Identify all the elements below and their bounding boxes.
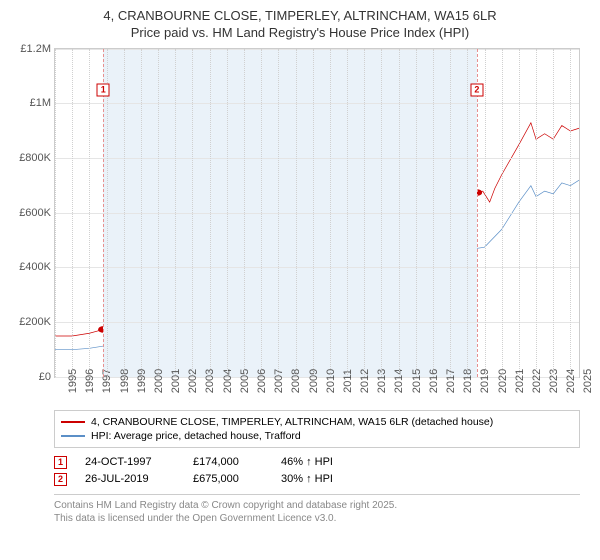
chart-title: 4, CRANBOURNE CLOSE, TIMPERLEY, ALTRINCH…	[12, 8, 588, 42]
y-axis-label: £200K	[19, 316, 51, 328]
gridline-v	[278, 49, 279, 377]
title-line2: Price paid vs. HM Land Registry's House …	[12, 25, 588, 42]
sale-hpi: 30% ↑ HPI	[281, 473, 333, 485]
gridline-v	[364, 49, 365, 377]
gridline-v	[433, 49, 434, 377]
gridline-v	[313, 49, 314, 377]
sale-marker-box: 2	[470, 83, 483, 96]
gridline-v	[296, 49, 297, 377]
gridline-v	[227, 49, 228, 377]
sale-hpi: 46% ↑ HPI	[281, 456, 333, 468]
gridline-v	[467, 49, 468, 377]
sale-marker-box: 1	[97, 83, 110, 96]
gridline-h	[55, 267, 579, 268]
gridline-v	[210, 49, 211, 377]
gridline-h	[55, 49, 579, 50]
legend-text: HPI: Average price, detached house, Traf…	[91, 430, 301, 442]
sale-number-box: 1	[54, 456, 67, 469]
gridline-v	[347, 49, 348, 377]
gridline-v	[158, 49, 159, 377]
gridline-v	[485, 49, 486, 377]
y-axis-label: £0	[39, 371, 51, 383]
sale-price: £174,000	[193, 456, 263, 468]
sale-row: 1 24-OCT-1997 £174,000 46% ↑ HPI	[54, 454, 580, 471]
gridline-v	[261, 49, 262, 377]
legend: 4, CRANBOURNE CLOSE, TIMPERLEY, ALTRINCH…	[54, 410, 580, 448]
legend-row: HPI: Average price, detached house, Traf…	[61, 429, 573, 443]
gridline-v	[72, 49, 73, 377]
gridline-v	[416, 49, 417, 377]
gridline-h	[55, 158, 579, 159]
gridline-v	[570, 49, 571, 377]
gridline-v	[502, 49, 503, 377]
sales-table: 1 24-OCT-1997 £174,000 46% ↑ HPI 2 26-JUL-201…	[54, 454, 580, 488]
gridline-v	[399, 49, 400, 377]
gridline-v	[192, 49, 193, 377]
gridline-v	[141, 49, 142, 377]
sale-price: £675,000	[193, 473, 263, 485]
gridline-v	[519, 49, 520, 377]
legend-row: 4, CRANBOURNE CLOSE, TIMPERLEY, ALTRINCH…	[61, 415, 573, 429]
gridline-v	[124, 49, 125, 377]
sale-date: 26-JUL-2019	[85, 473, 175, 485]
x-axis-label: 2025	[570, 369, 594, 393]
sale-date: 24-OCT-1997	[85, 456, 175, 468]
plot-area: £0£200K£400K£600K£800K£1M£1.2M1995199619…	[54, 48, 580, 378]
gridline-v	[89, 49, 90, 377]
footer-line1: Contains HM Land Registry data © Crown c…	[54, 499, 580, 512]
gridline-v	[107, 49, 108, 377]
gridline-h	[55, 322, 579, 323]
gridline-v	[330, 49, 331, 377]
chart-container: 4, CRANBOURNE CLOSE, TIMPERLEY, ALTRINCH…	[0, 0, 600, 560]
sale-marker-line	[103, 49, 104, 377]
y-axis-label: £400K	[19, 261, 51, 273]
y-axis-label: £800K	[19, 152, 51, 164]
gridline-v	[450, 49, 451, 377]
chart-area: £0£200K£400K£600K£800K£1M£1.2M1995199619…	[54, 48, 580, 408]
legend-swatch	[61, 421, 85, 423]
gridline-h	[55, 103, 579, 104]
title-line1: 4, CRANBOURNE CLOSE, TIMPERLEY, ALTRINCH…	[12, 8, 588, 25]
gridline-v	[381, 49, 382, 377]
gridline-h	[55, 213, 579, 214]
gridline-v	[536, 49, 537, 377]
footer-line2: This data is licensed under the Open Gov…	[54, 512, 580, 525]
y-axis-label: £1.2M	[20, 43, 51, 55]
gridline-v	[55, 49, 56, 377]
y-axis-label: £600K	[19, 207, 51, 219]
gridline-v	[175, 49, 176, 377]
legend-text: 4, CRANBOURNE CLOSE, TIMPERLEY, ALTRINCH…	[91, 416, 493, 428]
sale-row: 2 26-JUL-2019 £675,000 30% ↑ HPI	[54, 471, 580, 488]
gridline-v	[244, 49, 245, 377]
y-axis-label: £1M	[30, 97, 51, 109]
legend-swatch	[61, 435, 85, 437]
sale-number-box: 2	[54, 473, 67, 486]
attribution: Contains HM Land Registry data © Crown c…	[54, 494, 580, 525]
sale-marker-line	[477, 49, 478, 377]
gridline-v	[553, 49, 554, 377]
